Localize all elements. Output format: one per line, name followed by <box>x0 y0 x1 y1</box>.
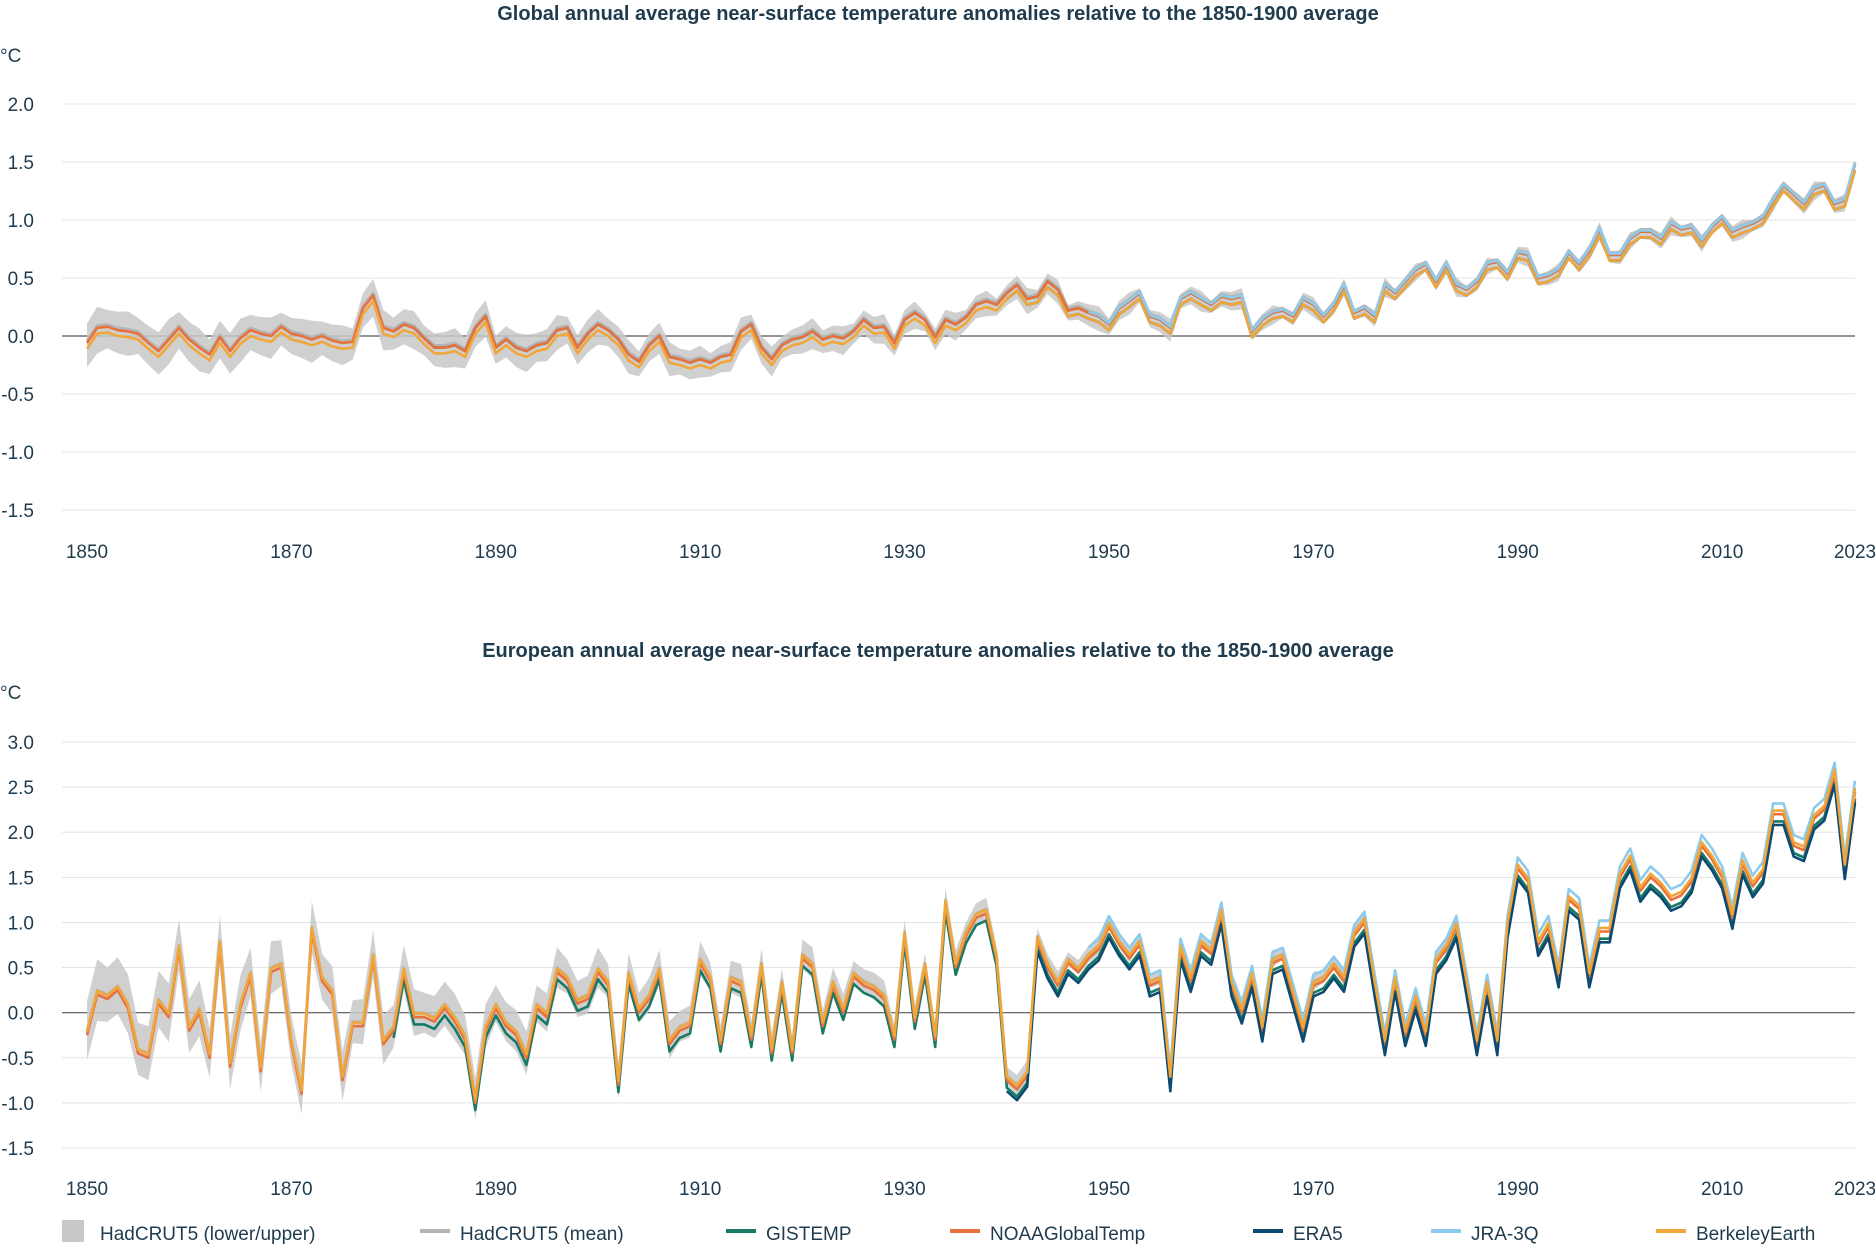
global-chart-title: Global annual average near-surface tempe… <box>497 3 1379 25</box>
x-tick-label: 1910 <box>679 542 721 563</box>
global-chart-unit: °C <box>0 46 21 67</box>
x-tick-label: 1890 <box>475 542 517 563</box>
x-tick-label: 2010 <box>1701 1179 1743 1200</box>
legend-label: JRA-3Q <box>1471 1224 1539 1245</box>
y-tick-label: 2.0 <box>8 823 34 844</box>
y-tick-label: -1.5 <box>1 1139 34 1160</box>
series-line-berkeleyearth <box>85 768 1857 1101</box>
y-tick-label: 1.5 <box>8 868 34 889</box>
x-tick-label: 1870 <box>270 542 312 563</box>
x-tick-label: 1930 <box>883 1179 925 1200</box>
x-tick-label: 2023 <box>1834 542 1876 563</box>
series-line-era5 <box>1005 783 1857 1102</box>
y-tick-label: -1.0 <box>1 443 34 464</box>
european-chart-title: European annual average near-surface tem… <box>482 640 1394 662</box>
legend-label: GISTEMP <box>766 1224 852 1245</box>
y-tick-label: -0.5 <box>1 385 34 406</box>
x-tick-label: 1850 <box>66 1179 108 1200</box>
legend-swatch <box>62 1220 84 1242</box>
y-tick-label: 1.0 <box>8 913 34 934</box>
legend-label: NOAAGlobalTemp <box>990 1224 1145 1245</box>
x-tick-label: 1990 <box>1497 542 1539 563</box>
x-tick-label: 1990 <box>1497 1179 1539 1200</box>
series-line-jra-3q <box>1088 162 1857 332</box>
x-tick-label: 1950 <box>1088 1179 1130 1200</box>
y-tick-label: -0.5 <box>1 1049 34 1070</box>
y-tick-label: 0.0 <box>8 1004 34 1025</box>
x-tick-label: 1850 <box>66 542 108 563</box>
y-tick-label: 0.0 <box>8 327 34 348</box>
european-chart-panel: 3.0 2.5 2.0 1.5 1.0 0.5 0.0 -0.5 -1.0 -1.5 1850 187… <box>1 733 1876 1200</box>
y-tick-label: 2.5 <box>8 778 34 799</box>
x-tick-label: 2023 <box>1834 1179 1876 1200</box>
y-tick-label: 0.5 <box>8 269 34 290</box>
x-tick-label: 1910 <box>679 1179 721 1200</box>
y-tick-label: 1.0 <box>8 211 34 232</box>
legend-label: BerkeleyEarth <box>1696 1224 1815 1245</box>
series-line-noaaglobaltemp <box>85 772 1857 1105</box>
y-tick-label: 3.0 <box>8 733 34 754</box>
y-tick-label: -1.0 <box>1 1094 34 1115</box>
series-line-era5 <box>1005 169 1857 339</box>
x-tick-label: 1950 <box>1088 542 1130 563</box>
x-tick-label: 1970 <box>1292 1179 1334 1200</box>
legend-label: ERA5 <box>1293 1224 1343 1245</box>
y-tick-label: 0.5 <box>8 959 34 980</box>
legend: HadCRUT5 (lower/upper) HadCRUT5 (mean) GIS… <box>62 1220 1815 1245</box>
x-tick-label: 1970 <box>1292 542 1334 563</box>
y-tick-label: 2.0 <box>8 95 34 116</box>
legend-label: HadCRUT5 (mean) <box>460 1224 624 1245</box>
x-tick-label: 1890 <box>475 1179 517 1200</box>
y-tick-label: -1.5 <box>1 501 34 522</box>
european-chart-unit: °C <box>0 683 21 704</box>
legend-label: HadCRUT5 (lower/upper) <box>100 1224 315 1245</box>
x-tick-label: 2010 <box>1701 542 1743 563</box>
series-line-berkeleyearth <box>85 169 1857 370</box>
x-tick-label: 1870 <box>270 1179 312 1200</box>
series-line-hadcrut5-mean- <box>85 863 1520 1100</box>
global-chart-panel: 2.0 1.5 1.0 0.5 0.0 -0.5 -1.0 -1.5 1850 1870 1890 1… <box>1 95 1876 563</box>
y-tick-label: 1.5 <box>8 153 34 174</box>
x-tick-label: 1930 <box>883 542 925 563</box>
